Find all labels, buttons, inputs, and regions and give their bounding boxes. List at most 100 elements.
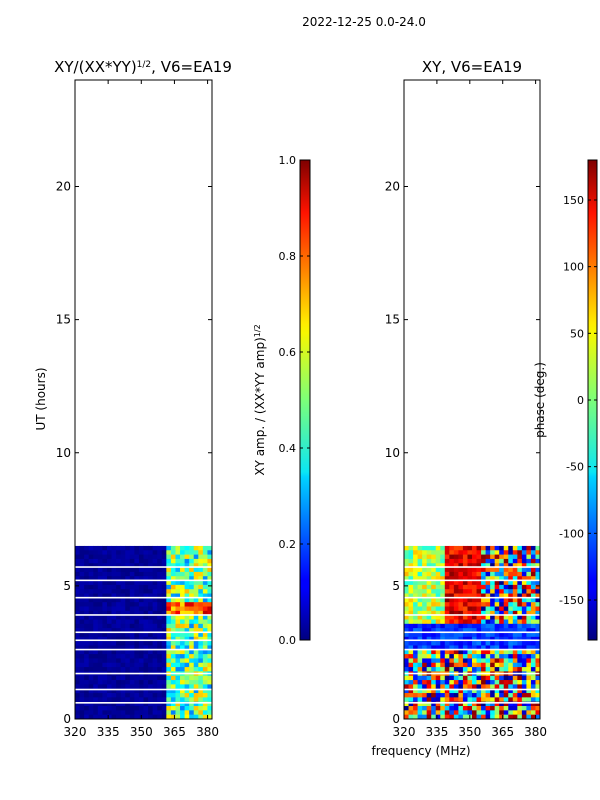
amplitude-heatmap-cell [184,554,190,560]
amplitude-heatmap-cell [193,623,199,629]
phase-heatmap-cell [422,697,428,703]
amplitude-heatmap-cell [84,714,90,720]
amplitude-heatmap-cell [175,684,181,690]
phase-heatmap-cell [458,641,464,646]
phase-heatmap-cell [512,615,518,620]
phase-heatmap-cell [499,550,505,555]
phase-heatmap-cell [435,584,441,590]
amplitude-heatmap-cell [170,632,176,638]
amplitude-heatmap-cell [166,589,172,594]
amplitude-heatmap-cell [102,714,108,720]
amplitude-heatmap-cell [120,606,126,612]
amplitude-heatmap-cell [129,580,135,586]
phase-heatmap-cell [435,697,441,703]
amplitude-heatmap-cell [166,593,172,599]
amplitude-colorbar-tick-label: 0.6 [279,346,297,359]
phase-heatmap-cell [458,654,464,659]
phase-heatmap-cell [408,597,414,603]
phase-heatmap-cell [517,602,523,607]
phase-heatmap-cell [458,580,464,586]
phase-heatmap-cell [413,623,418,629]
phase-heatmap-cell [485,558,491,564]
phase-heatmap-cell [476,593,482,599]
phase-heatmap-cell [490,714,496,720]
amplitude-heatmap-cell [202,576,208,581]
phase-heatmap-cell [485,623,491,629]
phase-heatmap-cell [503,654,509,659]
phase-heatmap-cell [490,576,496,581]
phase-heatmap-cell [440,645,446,651]
phase-heatmap-cell [422,714,428,720]
amplitude-heatmap-cell [116,567,122,573]
phase-heatmap-cell [517,567,523,573]
phase-heatmap-cell [435,619,441,625]
phase-heatmap-cell [530,675,536,681]
phase-heatmap-cell [481,606,486,612]
amplitude-heatmap-cell [75,589,80,594]
phase-heatmap-cell [472,545,477,551]
phase-heatmap-cell [472,571,477,577]
amplitude-heatmap-cell [97,688,103,694]
phase-heatmap-cell [426,645,432,651]
amplitude-heatmap-cell [157,701,163,707]
phase-heatmap-cell [490,567,496,573]
phase-heatmap-cell [481,649,486,655]
amplitude-heatmap-cell [180,636,185,642]
phase-heatmap-cell [521,680,527,685]
amplitude-heatmap-cell [79,688,85,694]
amplitude-heatmap-cell [202,701,208,707]
phase-heatmap-cell [440,589,446,594]
amplitude-heatmap-cell [111,706,117,711]
amplitude-heatmap-cell [175,641,181,646]
amplitude-heatmap-cell [102,606,108,612]
phase-heatmap-cell [485,619,491,625]
amplitude-heatmap-cell [134,645,140,651]
phase-heatmap-cell [453,593,459,599]
amplitude-heatmap-cell [148,680,154,685]
amplitude-heatmap-cell [207,693,213,698]
amplitude-heatmap-cell [111,701,117,707]
amplitude-heatmap-cell [175,680,181,685]
amplitude-heatmap-cell [93,697,99,703]
phase-heatmap-cell [472,558,477,564]
amplitude-heatmap-cell [125,593,131,599]
amplitude-heatmap-cell [84,593,90,599]
phase-heatmap-cell [417,610,423,616]
phase-heatmap-cell [422,602,428,607]
phase-ytick-label: 15 [385,313,400,327]
phase-heatmap-cell [417,706,423,711]
amplitude-heatmap-cell [152,610,158,616]
phase-heatmap-cell [408,636,414,642]
phase-heatmap-cell [453,710,459,716]
amplitude-heatmap-cell [138,558,144,564]
amplitude-heatmap-cell [111,675,117,681]
phase-heatmap-cell [535,558,541,564]
amplitude-heatmap-cell [120,597,126,603]
amplitude-heatmap-cell [120,610,126,616]
amplitude-heatmap-cell [184,628,190,633]
phase-heatmap-cell [508,714,514,720]
amplitude-heatmap-cell [102,628,108,633]
amplitude-heatmap-cell [125,710,131,716]
phase-heatmap-cell [521,550,527,555]
amplitude-heatmap-cell [180,628,185,633]
amplitude-heatmap-cell [84,632,90,638]
amplitude-heatmap-cell [143,706,149,711]
amplitude-heatmap-cell [198,680,204,685]
phase-heatmap-cell [426,597,432,603]
phase-heatmap-cell [521,554,527,560]
amplitude-heatmap-cell [207,714,213,720]
amplitude-heatmap-cell [88,619,94,625]
phase-heatmap-cell [490,558,496,564]
phase-heatmap-cell [431,584,437,590]
phase-heatmap-cell [517,584,523,590]
phase-heatmap-cell [408,701,414,707]
phase-heatmap-cell [508,654,514,659]
phase-heatmap-cell [404,675,409,681]
amplitude-heatmap-cell [111,623,117,629]
amplitude-colorbar-tick-label: 0.8 [279,250,297,263]
amplitude-heatmap-cell [75,649,80,655]
phase-heatmap-cell [499,545,505,551]
